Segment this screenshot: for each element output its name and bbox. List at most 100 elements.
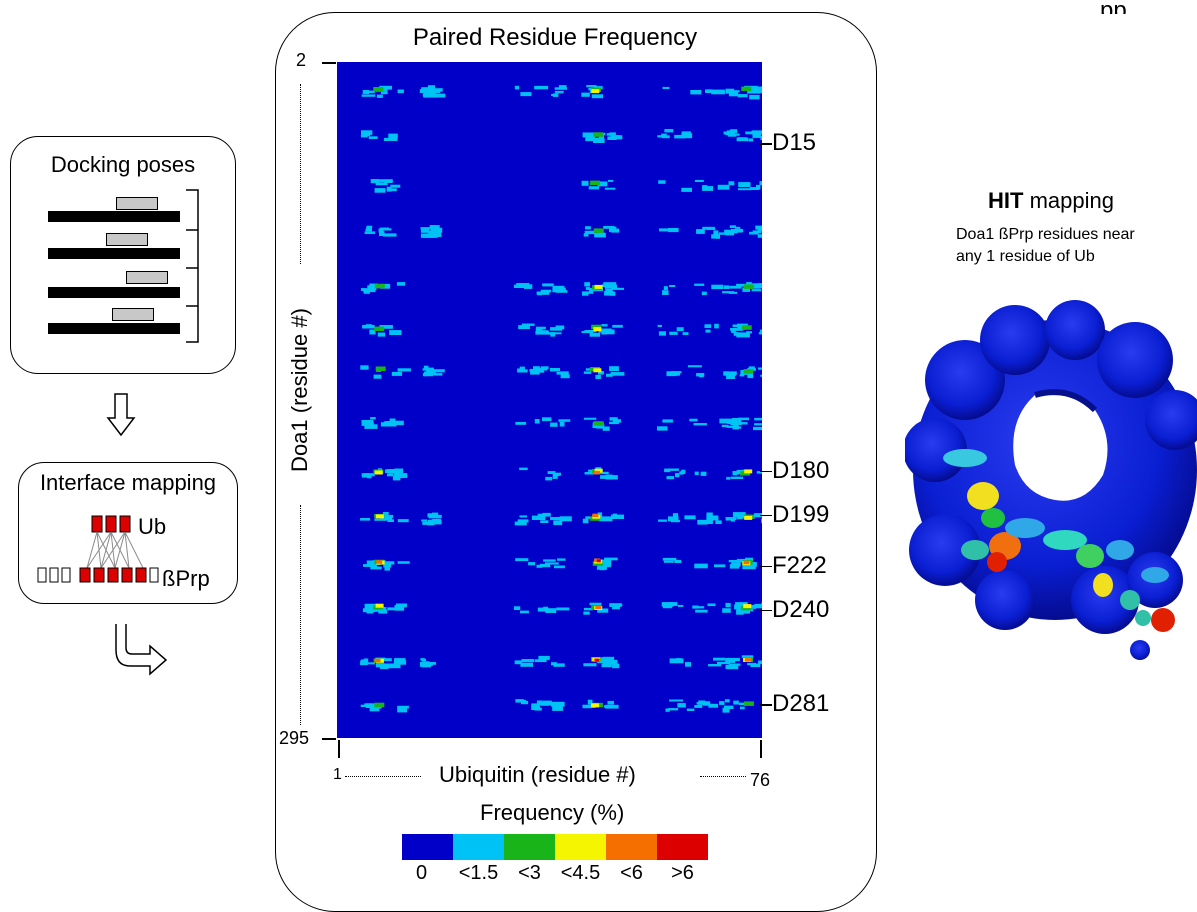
x-axis-min-label: 1 [333,766,342,784]
heatmap-cell [753,427,762,430]
heatmap-cell [542,283,554,286]
heatmap-cell [538,656,549,660]
heatmap-cell [689,419,697,422]
heatmap-cell [744,561,750,565]
heatmap-cell [434,88,442,92]
heatmap-cell [695,472,699,476]
heatmap-cell [590,333,601,337]
heatmap-cell [601,324,607,326]
heatmap-cell [612,606,620,610]
heatmap-cell [706,330,711,333]
docking-bracket [180,180,210,350]
heatmap-cell [583,612,589,615]
heatmap-cell [398,561,410,564]
heatmap-cell [733,512,746,516]
heatmap-cell [520,515,528,517]
heatmap-cell [731,477,744,479]
heatmap-cell [535,419,540,424]
heatmap-cell [742,567,756,569]
heatmap-cell [387,474,394,477]
x-axis-max-label: 76 [750,770,770,791]
heatmap-cell [590,181,600,186]
heatmap-cell [435,373,443,376]
heatmap-cell [554,474,560,476]
heatmap-cell [726,477,730,480]
heatmap-cell [608,701,615,705]
heatmap-cell [692,606,698,609]
heatmap-cell [377,95,383,98]
hit-heading-bold: HIT [988,188,1023,213]
heatmap-cell [748,138,753,141]
heatmap-cell [696,229,705,234]
heatmap-cell [696,373,704,376]
docking-pose-3 [126,271,168,284]
heatmap-cell [379,231,385,236]
heatmap-cell [669,332,677,335]
heatmap-cell [611,515,624,519]
legend-title: Frequency (%) [480,800,624,826]
heatmap-cell [423,661,430,666]
heatmap-cell [716,234,720,239]
heatmap-cell [669,602,677,606]
heatmap-cell [434,94,446,98]
heatmap-cell [609,366,619,371]
heatmap-cell [427,522,433,526]
heatmap-cell [754,418,762,421]
x-axis-dotted-left [345,776,421,777]
heatmap-cell [584,371,591,374]
heatmap-cell [722,425,729,427]
heatmap-cell [362,94,376,96]
residue-marker-line [760,610,772,612]
heatmap-cell [398,368,411,371]
heatmap-cell [541,702,549,706]
heatmap-cell [593,368,601,372]
heatmap-cell [375,471,383,475]
heatmap-cell [536,327,546,330]
legend-color-swatch [657,834,708,860]
heatmap-cell [387,519,394,522]
heatmap-cell [727,420,739,424]
heatmap-cell [545,477,552,481]
heatmap-cell [385,567,391,571]
heatmap-cell [555,87,567,90]
heatmap-cell [583,663,596,666]
heatmap-cell [603,282,616,284]
heatmap-cell [728,665,739,669]
heatmap-cell [663,558,677,561]
residue-marker-line [760,515,772,517]
heatmap-cell [435,235,442,237]
heatmap-cell [370,567,381,570]
legend-label: >6 [663,862,703,885]
heatmap-cell [374,375,382,379]
top-right-fragment-text: pp [1100,0,1127,14]
heatmap-cell [663,87,670,89]
heatmap-cell [545,562,559,564]
heatmap-cell [583,133,591,138]
heatmap-cell [612,664,619,669]
heatmap-cell [714,324,719,329]
heatmap-cell [542,417,551,421]
heatmap-cell [744,284,754,289]
heatmap-cell [677,703,685,707]
heatmap-cell [726,603,731,607]
heatmap-cell [742,325,752,330]
heatmap-cell [591,703,599,707]
heatmap-cell [694,423,707,425]
heatmap-cell [679,471,683,474]
heatmap-cell [747,373,753,378]
heatmap-cell [595,606,601,610]
heatmap-cell [376,183,388,186]
heatmap-title: Paired Residue Frequency [275,24,835,52]
heatmap-cell [521,701,528,704]
heatmap-cell [593,327,601,331]
heatmap-cell [599,516,613,521]
heatmap-cell [708,704,718,708]
heatmap-cell [556,608,569,611]
heatmap-cell [426,370,434,375]
heatmap-cell [515,86,519,90]
heatmap-cell [538,514,547,517]
legend-color-swatch [504,834,555,860]
heatmap-cell [662,135,670,138]
heatmap-cell [724,706,733,709]
residue-marker-label: D199 [772,501,829,529]
